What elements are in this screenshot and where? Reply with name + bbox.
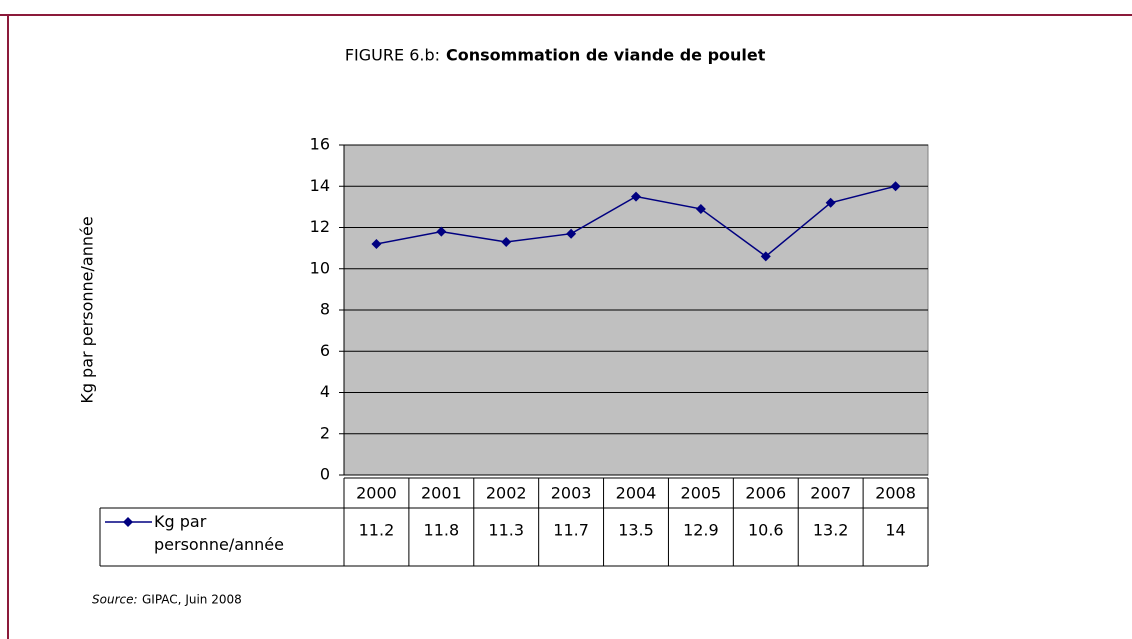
x-tick-label: 2002	[486, 484, 527, 503]
table-value: 12.9	[683, 521, 719, 540]
source: GIPAC, Juin 2008	[142, 593, 242, 607]
y-tick-label: 14	[310, 176, 330, 195]
table-value: 14	[885, 521, 905, 540]
legend-label: Kg par personne/année	[154, 512, 284, 554]
y-tick-label: 8	[320, 300, 330, 319]
table-value: 11.8	[424, 521, 460, 540]
source-label: Source:	[92, 593, 138, 607]
x-tick-label: 2001	[421, 484, 462, 503]
y-tick-label: 16	[310, 135, 330, 154]
x-tick-label: 2006	[745, 484, 786, 503]
x-tick-label: 2000	[356, 484, 397, 503]
y-tick-label: 4	[320, 382, 330, 401]
x-tick-label: 2004	[616, 484, 657, 503]
x-tick-label: 2005	[681, 484, 722, 503]
data-point	[890, 181, 901, 192]
figure-label: FIGURE 6.b:	[345, 46, 440, 65]
data-point	[695, 203, 706, 214]
x-tick-label: 2003	[551, 484, 592, 503]
data-point	[631, 191, 641, 202]
legend-text-box: Kg par personne/année	[154, 512, 284, 554]
data-point	[371, 239, 382, 249]
x-tick-label: 2008	[875, 484, 916, 503]
data-point	[566, 228, 577, 239]
y-tick-label: 10	[310, 258, 330, 277]
y-tick-label: 0	[320, 465, 330, 484]
y-tick-label: 12	[310, 217, 330, 236]
table-value: 13.2	[813, 521, 849, 540]
table-value: 11.7	[553, 521, 589, 540]
data-point	[825, 197, 836, 208]
y-tick-label: 2	[320, 423, 330, 442]
table-value: 11.3	[488, 521, 524, 540]
data-point	[501, 236, 512, 247]
data-point	[760, 251, 771, 262]
legend-marker	[123, 517, 133, 527]
x-tick-label: 2007	[810, 484, 851, 503]
table-value: 13.5	[618, 521, 654, 540]
table-value: 11.2	[359, 521, 395, 540]
table-value: 10.6	[748, 521, 784, 540]
y-axis-label: Kg par personne/année	[78, 216, 97, 403]
chart-title: Consommation de viande de poulet	[446, 46, 766, 65]
data-point	[436, 226, 447, 237]
y-tick-label: 6	[320, 341, 330, 360]
